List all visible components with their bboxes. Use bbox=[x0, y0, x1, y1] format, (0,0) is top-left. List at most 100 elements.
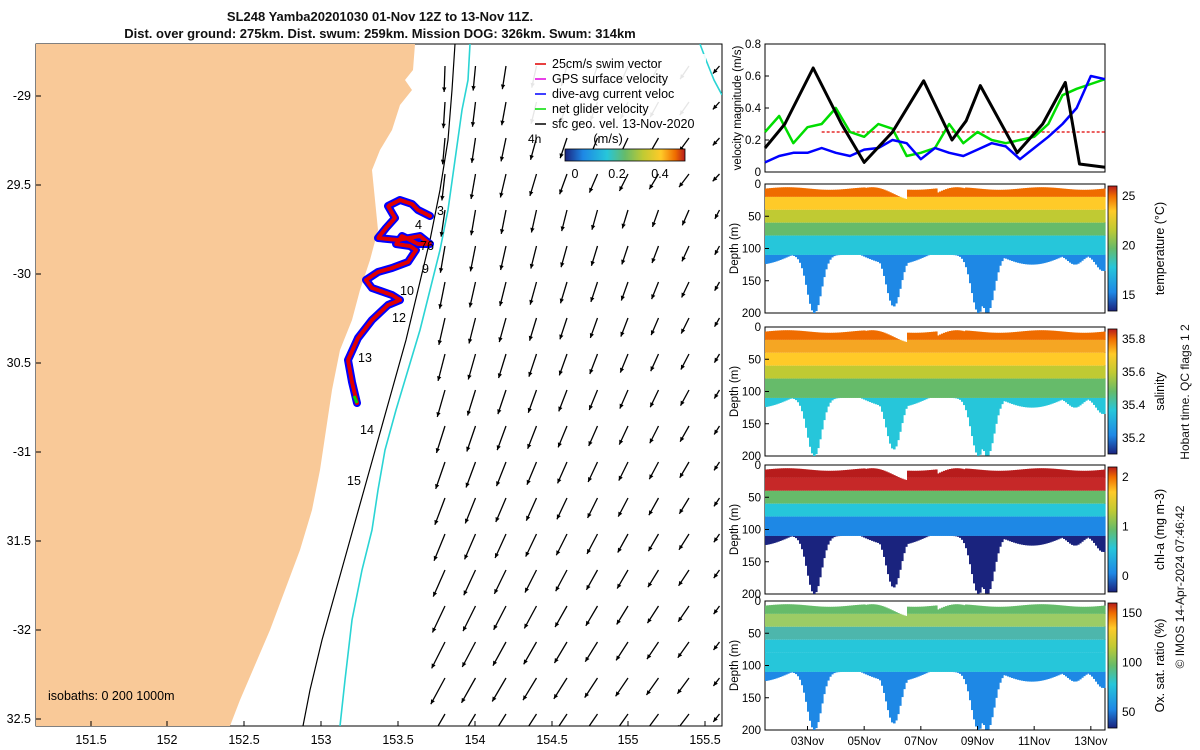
section-cell bbox=[989, 254, 992, 309]
date-tick-label: 11Nov bbox=[1018, 736, 1051, 748]
section-cell bbox=[951, 352, 954, 366]
section-cell bbox=[1039, 209, 1042, 223]
day-label: 10 bbox=[400, 284, 414, 298]
section-cell bbox=[1073, 209, 1076, 223]
section-cell bbox=[1037, 397, 1040, 408]
section-cell bbox=[1091, 397, 1094, 403]
section-cell bbox=[915, 613, 918, 627]
section-cell bbox=[893, 222, 896, 236]
section-cell bbox=[851, 222, 854, 236]
section-cell bbox=[877, 503, 880, 517]
section-cell bbox=[1071, 477, 1074, 491]
section-cell bbox=[1095, 196, 1098, 210]
section-cell bbox=[1025, 604, 1028, 614]
section-cell bbox=[1037, 604, 1040, 614]
section-cell bbox=[1055, 516, 1058, 536]
section-cell bbox=[1001, 209, 1004, 223]
section-cell bbox=[905, 503, 908, 517]
section-cell bbox=[1035, 671, 1038, 682]
section-cell bbox=[807, 209, 810, 223]
section-cell bbox=[893, 652, 896, 672]
section-cell bbox=[1003, 196, 1006, 210]
section-cell bbox=[1097, 503, 1100, 517]
section-cell bbox=[983, 606, 986, 614]
section-cell bbox=[933, 503, 936, 517]
section-cell bbox=[797, 196, 800, 210]
section-cell bbox=[871, 604, 874, 614]
section-cell bbox=[977, 626, 980, 640]
section-cell bbox=[1039, 626, 1042, 640]
section-cell bbox=[953, 330, 956, 340]
section-cell bbox=[771, 652, 774, 672]
velocity-arrow-head bbox=[586, 584, 591, 590]
section-cell bbox=[957, 254, 960, 256]
section-cell bbox=[1019, 613, 1022, 627]
section-cell bbox=[985, 254, 988, 313]
section-cell bbox=[941, 626, 944, 640]
section-cell bbox=[949, 490, 952, 504]
section-cell bbox=[1007, 365, 1010, 379]
section-cell bbox=[1025, 535, 1028, 546]
section-cell bbox=[913, 196, 916, 210]
section-cell bbox=[923, 339, 926, 353]
section-cell bbox=[1071, 516, 1074, 536]
depth-tick-label: 0 bbox=[755, 179, 761, 191]
section-cell bbox=[847, 365, 850, 379]
section-cell bbox=[921, 339, 924, 353]
section-cell bbox=[815, 397, 818, 455]
velocity-y-tick-label: 0.2 bbox=[745, 135, 761, 147]
section-cell bbox=[935, 209, 938, 223]
section-cell bbox=[853, 490, 856, 504]
section-cell bbox=[1095, 365, 1098, 379]
section-cell bbox=[851, 331, 854, 340]
section-cell bbox=[1005, 332, 1008, 340]
section-cell bbox=[1067, 503, 1070, 517]
section-cell bbox=[1011, 671, 1014, 678]
section-cell bbox=[973, 469, 976, 478]
section-cell bbox=[1035, 503, 1038, 517]
section-cell bbox=[1025, 468, 1028, 478]
velocity-arrow-head bbox=[492, 696, 497, 702]
section-cell bbox=[795, 490, 798, 504]
section-cell bbox=[811, 209, 814, 223]
section-cell bbox=[1047, 378, 1050, 398]
section-cell bbox=[913, 189, 916, 197]
section-cell bbox=[883, 378, 886, 398]
section-cell bbox=[1005, 365, 1008, 379]
depth-tick-label: 0 bbox=[755, 322, 761, 334]
date-tick-label: 03Nov bbox=[791, 736, 824, 748]
section-cell bbox=[965, 503, 968, 517]
section-cell bbox=[865, 516, 868, 536]
velocity-arrow-head bbox=[680, 364, 685, 370]
section-cell bbox=[803, 469, 806, 478]
section-cell bbox=[1047, 352, 1050, 366]
section-cell bbox=[879, 626, 882, 640]
section-cell bbox=[1071, 503, 1074, 517]
section-cell bbox=[863, 254, 866, 257]
section-cell bbox=[1031, 490, 1034, 504]
section-cell bbox=[861, 254, 864, 256]
section-cell bbox=[991, 626, 994, 640]
section-cell bbox=[1079, 365, 1082, 379]
section-cell bbox=[1001, 613, 1004, 627]
section-cell bbox=[1083, 397, 1086, 403]
velocity-arrow-shaft bbox=[462, 605, 477, 632]
section-cell bbox=[861, 209, 864, 223]
velocity-arrow-head bbox=[714, 213, 719, 219]
section-cell bbox=[1019, 397, 1022, 407]
section-cell bbox=[1029, 503, 1032, 517]
section-cell bbox=[811, 378, 814, 398]
section-cell bbox=[809, 352, 812, 366]
section-cell bbox=[1043, 477, 1046, 491]
section-cell bbox=[977, 222, 980, 236]
section-cell bbox=[1085, 397, 1088, 401]
section-cell bbox=[885, 254, 888, 285]
section-cell bbox=[889, 365, 892, 379]
section-cell bbox=[811, 605, 814, 614]
section-cell bbox=[985, 477, 988, 491]
section-cell bbox=[773, 477, 776, 491]
section-cell bbox=[889, 222, 892, 236]
section-cell bbox=[1075, 189, 1078, 197]
section-cell bbox=[879, 469, 882, 478]
section-cell bbox=[891, 196, 894, 210]
